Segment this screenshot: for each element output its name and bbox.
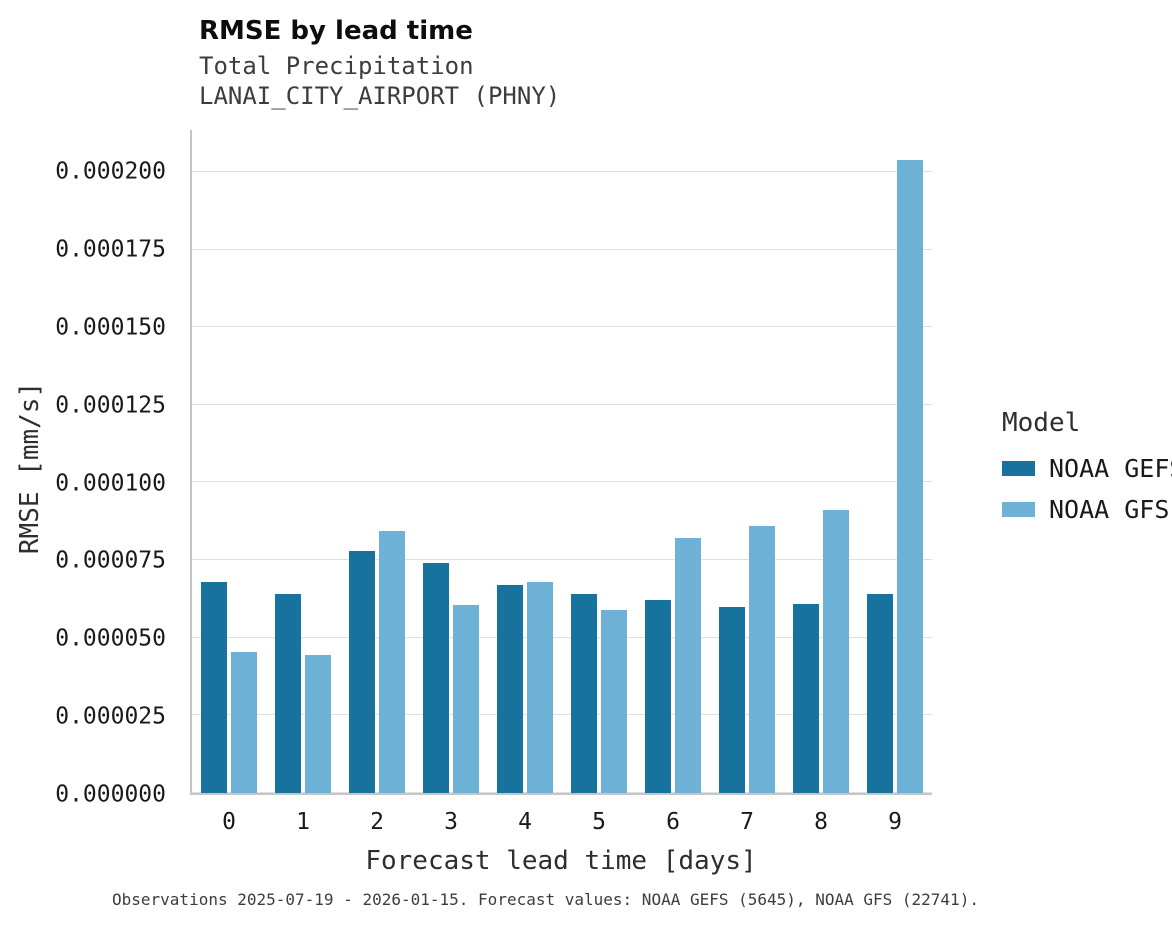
x-tick-label: 5 [592,809,606,835]
y-tick-label: 0.000050 [55,625,166,652]
x-tick-label: 0 [222,809,236,835]
bar-noaa-gefs [275,594,301,793]
bar-groups [192,130,932,793]
y-tick-label: 0.000100 [55,470,166,497]
gridlines [192,130,932,793]
y-tick-label: 0.000075 [55,547,166,574]
bar-group-day-5 [562,130,636,793]
bar-noaa-gfs [453,605,479,793]
bar-group-day-8 [784,130,858,793]
legend-entry-noaa-gefs: NOAA GEFS [1002,454,1172,483]
legend-entry-noaa-gfs: NOAA GFS [1002,495,1172,524]
y-tick-label: 0.000175 [55,236,166,263]
x-tick-label: 9 [888,809,902,835]
x-tick-label: 2 [370,809,384,835]
bar-noaa-gefs [497,584,523,793]
bar-noaa-gfs [305,654,331,793]
chart-subtitle-variable: Total Precipitation [199,52,474,80]
bar-group-day-3 [414,130,488,793]
legend-label: NOAA GFS [1049,495,1170,524]
bar-group-day-4 [488,130,562,793]
y-tick-label: 0.000000 [55,781,166,808]
x-tick-labels: 0 1 2 3 4 5 6 7 8 9 [192,793,932,835]
bar-noaa-gfs [749,525,775,793]
bar-noaa-gfs [675,538,701,793]
x-tick-label: 3 [444,809,458,835]
bar-noaa-gefs [719,606,745,793]
gridline [192,792,932,793]
bar-noaa-gefs [349,550,375,793]
x-tick-label: 7 [740,809,754,835]
bar-noaa-gefs [201,581,227,793]
gridline [192,559,932,561]
bar-group-day-1 [266,130,340,793]
bar-group-day-2 [340,130,414,793]
x-tick-label: 4 [518,809,532,835]
gridline [192,248,932,250]
chart-title: RMSE by lead time [199,16,473,46]
chart-subtitle-station: LANAI_CITY_AIRPORT (PHNY) [199,82,561,110]
footer-caption: Observations 2025-07-19 - 2026-01-15. Fo… [112,890,979,909]
bar-noaa-gfs [231,651,257,793]
y-tick-label: 0.000125 [55,392,166,419]
bar-noaa-gefs [423,563,449,793]
legend-swatch-icon [1002,461,1035,476]
bar-noaa-gfs [601,609,627,793]
bar-group-day-0 [192,130,266,793]
gridline [192,636,932,638]
bar-noaa-gefs [867,594,893,793]
gridline [192,481,932,483]
bar-group-day-6 [636,130,710,793]
bar-noaa-gfs [897,159,923,793]
bar-noaa-gfs [379,530,405,793]
bar-group-day-7 [710,130,784,793]
legend-title: Model [1002,408,1081,438]
gridline [192,714,932,716]
x-tick-label: 8 [814,809,828,835]
x-tick-label: 6 [666,809,680,835]
legend: Model NOAA GEFS NOAA GFS [1002,408,1172,536]
x-tick-label: 1 [296,809,310,835]
x-axis-label: Forecast lead time [days] [365,846,757,876]
gridline [192,403,932,405]
gridline [192,170,932,172]
y-tick-label: 0.000025 [55,703,166,730]
legend-swatch-icon [1002,502,1035,517]
bar-noaa-gfs [823,510,849,793]
bar-noaa-gefs [571,594,597,793]
bar-noaa-gefs [645,600,671,793]
legend-entries: NOAA GEFS NOAA GFS [1002,454,1172,524]
plot-area: 0 1 2 3 4 5 6 7 8 9 [190,130,932,835]
gridline [192,326,932,328]
y-tick-label: 0.000150 [55,314,166,341]
bar-group-day-9 [858,130,932,793]
bar-noaa-gefs [793,603,819,793]
y-tick-labels: 0.000000 0.000025 0.000050 0.000075 0.000100… [0,130,178,806]
y-tick-label: 0.000200 [55,158,166,185]
legend-label: NOAA GEFS [1049,454,1172,483]
bar-noaa-gfs [527,581,553,793]
